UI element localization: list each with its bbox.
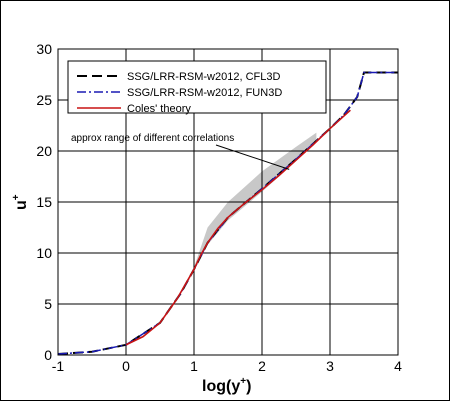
y-axis-title-sup: + (11, 194, 22, 200)
y-tick-label: 25 (36, 92, 52, 108)
y-axis-title: u+ (11, 194, 30, 210)
x-tick-label: 2 (258, 358, 266, 374)
legend-label-1: SSG/LRR-RSM-w2012, CFL3D (127, 71, 280, 83)
legend-box (67, 60, 327, 114)
legend-label-3: Coles' theory (127, 103, 191, 115)
band-layer (194, 132, 317, 270)
y-tick-label: 15 (36, 194, 52, 210)
x-tick-label: 3 (326, 358, 334, 374)
series-line-3 (125, 109, 351, 346)
annotation: approx range of different correlations (71, 133, 290, 170)
legend: SSG/LRR-RSM-w2012, CFL3D SSG/LRR-RSM-w201… (67, 60, 327, 115)
series-layer (57, 71, 398, 355)
y-axis-title-main: u (13, 200, 30, 210)
x-tick-label: 1 (190, 358, 198, 374)
legend-label-2: SSG/LRR-RSM-w2012, FUN3D (127, 87, 282, 99)
x-axis-title-sup: + (240, 376, 246, 387)
annotation-label: approx range of different correlations (71, 133, 234, 144)
y-tick-label: 0 (44, 347, 52, 363)
x-tick-label: -1 (52, 358, 65, 374)
correlation-range-band (194, 132, 317, 270)
x-tick-label: 4 (394, 358, 402, 374)
x-tick-label: 0 (122, 358, 130, 374)
annotation-leader-line (215, 144, 290, 170)
y-tick-label: 10 (36, 245, 52, 261)
y-tick-label: 20 (36, 143, 52, 159)
x-axis-title-close: ) (246, 378, 251, 395)
y-tick-label: 30 (36, 41, 52, 57)
x-axis-title-main: log(y (202, 378, 240, 395)
x-axis-title: log(y+) (202, 376, 251, 395)
y-tick-label: 5 (44, 296, 52, 312)
